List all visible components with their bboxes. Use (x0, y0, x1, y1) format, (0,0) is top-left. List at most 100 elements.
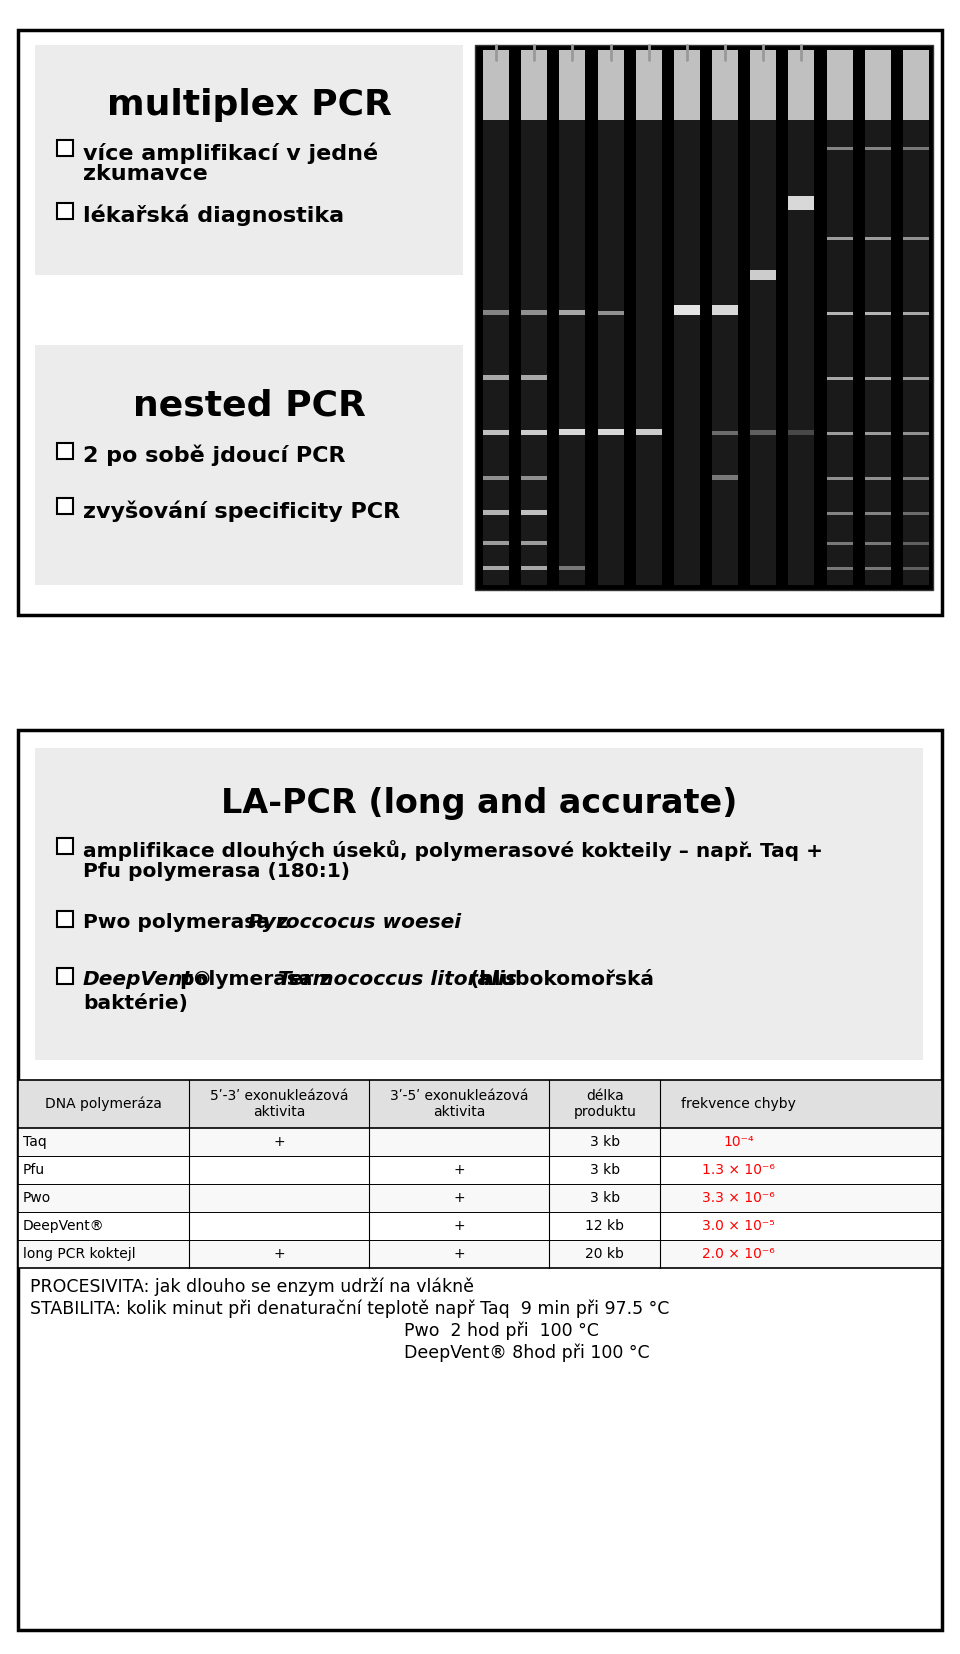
FancyBboxPatch shape (521, 476, 547, 480)
Text: PROCESIVITA: jak dlouho se enzym udrží na vlákně: PROCESIVITA: jak dlouho se enzym udrží n… (30, 1279, 474, 1297)
Text: 3 kb: 3 kb (589, 1135, 620, 1150)
FancyBboxPatch shape (903, 476, 929, 480)
FancyBboxPatch shape (597, 50, 624, 121)
FancyBboxPatch shape (865, 377, 891, 380)
FancyBboxPatch shape (865, 567, 891, 571)
FancyBboxPatch shape (18, 1080, 942, 1128)
FancyBboxPatch shape (865, 432, 891, 435)
FancyBboxPatch shape (636, 50, 661, 586)
Text: Termococcus litoralis: Termococcus litoralis (278, 969, 516, 989)
Text: (hlubokomořská: (hlubokomořská (463, 969, 654, 989)
Text: STABILITA: kolik minut při denaturační teplotě např Taq  9 min při 97.5 °C: STABILITA: kolik minut při denaturační t… (30, 1300, 669, 1318)
FancyBboxPatch shape (18, 1212, 942, 1240)
FancyBboxPatch shape (827, 147, 852, 151)
FancyBboxPatch shape (712, 304, 738, 314)
FancyBboxPatch shape (35, 346, 463, 586)
Text: lékařská diagnostika: lékařská diagnostika (83, 205, 344, 227)
FancyBboxPatch shape (483, 476, 509, 480)
FancyBboxPatch shape (483, 566, 509, 571)
FancyBboxPatch shape (57, 839, 73, 853)
FancyBboxPatch shape (560, 50, 586, 586)
Text: zvyšování specificity PCR: zvyšování specificity PCR (83, 500, 400, 521)
FancyBboxPatch shape (18, 1128, 942, 1156)
Text: Pyroccocus woesei: Pyroccocus woesei (248, 913, 461, 931)
FancyBboxPatch shape (751, 430, 777, 435)
FancyBboxPatch shape (18, 729, 942, 1629)
FancyBboxPatch shape (865, 50, 891, 121)
Text: Pfu: Pfu (23, 1163, 45, 1178)
Text: Taq: Taq (23, 1135, 47, 1150)
FancyBboxPatch shape (751, 270, 777, 280)
FancyBboxPatch shape (521, 50, 547, 121)
FancyBboxPatch shape (521, 566, 547, 571)
FancyBboxPatch shape (483, 430, 509, 435)
FancyBboxPatch shape (597, 428, 624, 435)
Text: 20 kb: 20 kb (586, 1247, 624, 1260)
FancyBboxPatch shape (636, 50, 661, 121)
FancyBboxPatch shape (903, 313, 929, 314)
FancyBboxPatch shape (865, 513, 891, 514)
Text: Pwo  2 hod při  100 °C: Pwo 2 hod při 100 °C (30, 1322, 599, 1340)
FancyBboxPatch shape (560, 309, 586, 314)
FancyBboxPatch shape (751, 50, 777, 586)
Text: 5ʹ-3ʹ exonukleázová
aktivita: 5ʹ-3ʹ exonukleázová aktivita (210, 1088, 348, 1120)
FancyBboxPatch shape (827, 313, 852, 314)
Text: 3.0 × 10⁻⁵: 3.0 × 10⁻⁵ (703, 1219, 775, 1232)
FancyBboxPatch shape (475, 45, 933, 590)
FancyBboxPatch shape (57, 203, 73, 218)
FancyBboxPatch shape (18, 1184, 942, 1212)
FancyBboxPatch shape (788, 197, 814, 210)
Text: 3 kb: 3 kb (589, 1191, 620, 1206)
Text: Pwo polymerasa z: Pwo polymerasa z (83, 913, 296, 931)
Text: Pwo: Pwo (23, 1191, 51, 1206)
Text: +: + (453, 1247, 465, 1260)
Text: +: + (274, 1135, 285, 1150)
FancyBboxPatch shape (865, 147, 891, 151)
Text: +: + (453, 1163, 465, 1178)
FancyBboxPatch shape (865, 237, 891, 240)
FancyBboxPatch shape (903, 147, 929, 151)
FancyBboxPatch shape (521, 430, 547, 435)
FancyBboxPatch shape (865, 313, 891, 314)
FancyBboxPatch shape (903, 377, 929, 380)
Text: frekvence chyby: frekvence chyby (682, 1097, 796, 1111)
FancyBboxPatch shape (521, 309, 547, 314)
FancyBboxPatch shape (57, 968, 73, 984)
FancyBboxPatch shape (35, 45, 463, 275)
FancyBboxPatch shape (57, 141, 73, 155)
FancyBboxPatch shape (712, 432, 738, 435)
Text: 2.0 × 10⁻⁶: 2.0 × 10⁻⁶ (703, 1247, 775, 1260)
Text: amplifikace dlouhých úseků, polymerasové kokteily – např. Taq +: amplifikace dlouhých úseků, polymerasové… (83, 840, 823, 862)
Text: více amplifikací v jedné: více amplifikací v jedné (83, 142, 378, 164)
FancyBboxPatch shape (865, 543, 891, 546)
FancyBboxPatch shape (597, 50, 624, 586)
FancyBboxPatch shape (674, 50, 700, 121)
Text: LA-PCR (long and accurate): LA-PCR (long and accurate) (221, 787, 737, 819)
FancyBboxPatch shape (560, 566, 586, 571)
FancyBboxPatch shape (35, 748, 923, 1060)
FancyBboxPatch shape (57, 443, 73, 460)
Text: délka
produktu: délka produktu (573, 1088, 636, 1120)
FancyBboxPatch shape (903, 237, 929, 240)
Text: 10⁻⁴: 10⁻⁴ (724, 1135, 754, 1150)
FancyBboxPatch shape (903, 50, 929, 121)
FancyBboxPatch shape (827, 50, 852, 586)
Text: baktérie): baktérie) (83, 994, 188, 1012)
FancyBboxPatch shape (903, 432, 929, 435)
FancyBboxPatch shape (18, 30, 942, 615)
FancyBboxPatch shape (827, 237, 852, 240)
FancyBboxPatch shape (18, 1156, 942, 1184)
FancyBboxPatch shape (483, 50, 509, 121)
Text: polymerasa z: polymerasa z (173, 969, 338, 989)
FancyBboxPatch shape (674, 50, 700, 586)
Text: zkumavce: zkumavce (83, 164, 207, 184)
Text: 1.3 × 10⁻⁶: 1.3 × 10⁻⁶ (703, 1163, 775, 1178)
FancyBboxPatch shape (597, 311, 624, 314)
FancyBboxPatch shape (560, 428, 586, 435)
Text: long PCR koktejl: long PCR koktejl (23, 1247, 135, 1260)
Text: DeepVent®: DeepVent® (83, 969, 213, 989)
FancyBboxPatch shape (903, 50, 929, 586)
FancyBboxPatch shape (560, 50, 586, 121)
Text: nested PCR: nested PCR (132, 389, 366, 422)
Text: +: + (453, 1191, 465, 1206)
